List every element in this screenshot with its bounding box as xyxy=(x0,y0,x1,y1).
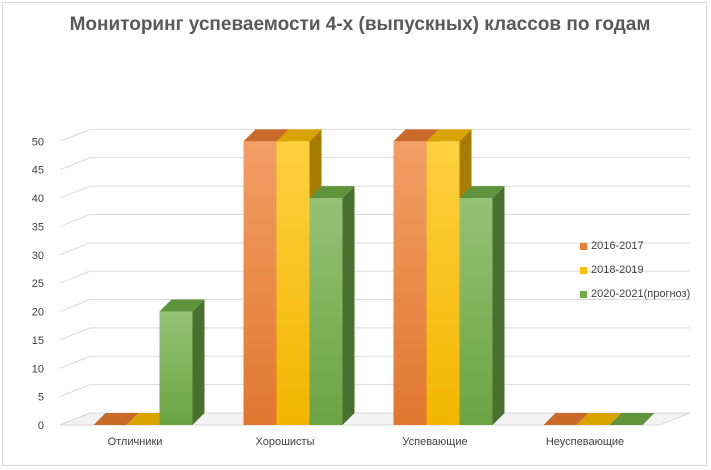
gridline xyxy=(59,327,690,341)
bar xyxy=(576,413,622,425)
bar-top xyxy=(459,186,505,199)
x-tick-label: Хорошисты xyxy=(256,436,315,448)
y-tick-label: 0 xyxy=(38,420,44,432)
legend-swatch xyxy=(580,242,587,250)
bar-top xyxy=(276,129,322,142)
bar-top xyxy=(609,413,655,425)
bar-front xyxy=(426,141,460,425)
bar-front xyxy=(276,141,310,425)
bar-front xyxy=(243,141,277,425)
bar-top xyxy=(159,299,205,312)
x-tick-label: Успевающие xyxy=(402,436,467,448)
bar xyxy=(93,413,139,425)
y-tick-label: 40 xyxy=(32,193,44,205)
y-tick-label: 50 xyxy=(32,136,44,148)
y-tick-label: 5 xyxy=(38,392,44,404)
y-tick-label: 30 xyxy=(32,250,44,262)
bar-front xyxy=(459,198,493,425)
gridline xyxy=(59,213,690,227)
bar-top xyxy=(576,413,622,425)
y-tick-label: 20 xyxy=(32,307,44,319)
bar xyxy=(159,299,205,425)
gridline xyxy=(59,355,690,369)
bar-top xyxy=(543,413,589,425)
bar-side xyxy=(492,186,505,425)
y-axis: 0 5 10 15 20 25 30 35 40 45 50 xyxy=(32,136,44,432)
y-tick-label: 25 xyxy=(32,278,44,290)
legend-label: 2016-2017 xyxy=(591,240,644,252)
bar xyxy=(609,413,655,425)
bar-top xyxy=(393,129,439,142)
bar-side xyxy=(192,299,205,425)
bars xyxy=(93,129,655,425)
bar-side xyxy=(342,186,355,425)
gridline xyxy=(59,185,690,199)
legend-item: 2016-2017 xyxy=(580,234,690,258)
gridline xyxy=(59,128,690,142)
y-tick-label: 15 xyxy=(32,335,44,347)
legend-label: 2018-2019 xyxy=(591,264,644,276)
legend-swatch xyxy=(580,290,587,298)
y-tick-label: 45 xyxy=(32,165,44,177)
legend-swatch xyxy=(580,266,587,274)
bar-top xyxy=(309,186,355,199)
chart-title: Мониторинг успеваемости 4-х (выпускных) … xyxy=(69,14,651,35)
bar-top xyxy=(243,129,289,142)
x-axis: Отличники Хорошисты Успевающие Неуспевающие xyxy=(108,436,625,448)
bar-front xyxy=(159,311,193,425)
bar xyxy=(543,413,589,425)
legend-item: 2018-2019 xyxy=(580,258,690,282)
bar xyxy=(459,186,505,425)
legend-label: 2020-2021(прогноз) xyxy=(591,288,691,300)
gridline xyxy=(59,384,690,398)
y-tick-label: 10 xyxy=(32,363,44,375)
x-tick-label: Отличники xyxy=(108,436,163,448)
bar-front xyxy=(309,198,343,425)
legend: 2016-2017 2018-2019 2020-2021(прогноз) xyxy=(580,234,690,306)
gridline xyxy=(59,157,690,171)
bar xyxy=(309,186,355,425)
legend-item: 2020-2021(прогноз) xyxy=(580,282,690,306)
bar-front xyxy=(393,141,427,425)
bar-top xyxy=(426,129,472,142)
x-tick-label: Неуспевающие xyxy=(546,436,624,448)
y-tick-label: 35 xyxy=(32,221,44,233)
bar-top xyxy=(93,413,139,425)
